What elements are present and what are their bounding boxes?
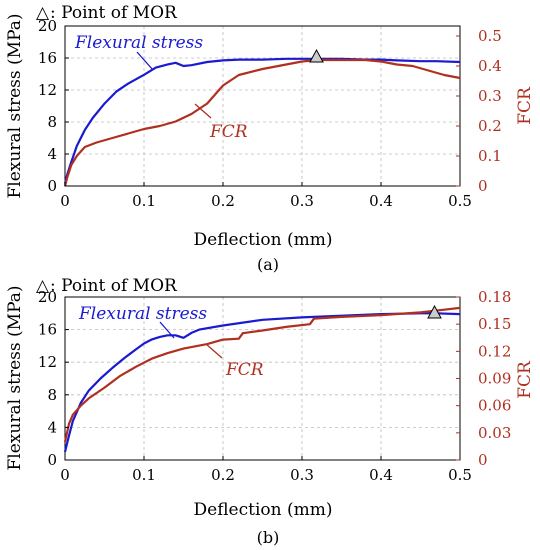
x-tick-label: 0.4 [369, 192, 393, 210]
y-tick-label-left: 4 [47, 145, 57, 163]
series-layer-b [63, 306, 461, 453]
x-ticks-a: 0 0.1 0.2 0.3 0.4 0.5 [60, 182, 472, 210]
y-tick-label-right: 0.1 [478, 147, 502, 165]
y-ticks-right-b: 0 0.03 0.06 0.09 0.12 0.15 0.18 [456, 288, 511, 469]
y-tick-label-right: 0.3 [478, 87, 502, 105]
y-tick-label-right: 0.12 [478, 342, 511, 360]
annotation-text-a: : Point of MOR [50, 3, 178, 23]
x-tick-label: 0.5 [448, 192, 472, 210]
series-line-flexural-stress [63, 57, 461, 184]
annotation-text-b: : Point of MOR [50, 276, 178, 296]
caption-b: (b) [257, 528, 280, 547]
series-line-flexural-stress [63, 312, 461, 453]
y-tick-label-left: 8 [47, 113, 57, 131]
annotation-symbol-b: △ [36, 276, 50, 296]
y-tick-label-left: 12 [38, 353, 57, 371]
pointer-arrow-flexural-a [136, 51, 154, 71]
x-ticks-b: 0 0.1 0.2 0.3 0.4 0.5 [60, 456, 472, 484]
y-tick-label-right: 0.2 [478, 117, 502, 135]
y-tick-label-left: 16 [38, 49, 57, 67]
x-tick-label: 0.1 [132, 192, 156, 210]
y-tick-label-left: 20 [38, 17, 57, 35]
series-label-flexural-stress-b: Flexural stress [78, 304, 207, 324]
y-axis-label-right-a: FCR [515, 86, 535, 125]
x-tick-label: 0.5 [448, 466, 472, 484]
y-tick-label-right: 0.09 [478, 370, 511, 388]
y-axis-label-left-a: Flexural stress (MPa) [5, 13, 25, 198]
y-tick-label-left: 0 [47, 177, 57, 195]
x-tick-label: 0 [60, 192, 70, 210]
y-tick-label-right: 0.15 [478, 315, 511, 333]
y-axis-label-right-b: FCR [515, 360, 535, 399]
x-tick-label: 0.2 [211, 466, 235, 484]
mor-marker-b [427, 304, 442, 319]
caption-a: (a) [257, 255, 279, 274]
x-tick-label: 0.3 [290, 192, 314, 210]
y-ticks-right-a: 0 0.1 0.2 0.3 0.4 0.5 [456, 27, 502, 195]
x-tick-label: 0.4 [369, 466, 393, 484]
grid-lines-a [65, 26, 460, 186]
x-axis-label-b: Deflection (mm) [194, 500, 333, 520]
x-tick-label: 0.1 [132, 466, 156, 484]
y-tick-label-left: 8 [47, 386, 57, 404]
series-label-fcr-a: FCR [209, 122, 248, 142]
panel-b: 0 0.1 0.2 0.3 0.4 0.5 0 4 8 12 16 20 0 0.03 0.06 0.09… [5, 276, 535, 547]
y-tick-label-left: 16 [38, 321, 57, 339]
y-tick-label-right: 0 [478, 177, 488, 195]
y-tick-label-right: 0.18 [478, 288, 511, 306]
y-tick-label-left: 12 [38, 81, 57, 99]
mor-marker-a [309, 48, 324, 63]
series-layer-a [63, 57, 461, 187]
y-ticks-left-a: 0 4 8 12 16 20 [38, 17, 69, 195]
series-line-fcr [63, 58, 461, 187]
pointer-arrow-flexural-b [159, 321, 175, 339]
y-tick-label-right: 0 [478, 451, 488, 469]
y-tick-label-left: 4 [47, 418, 57, 436]
y-tick-label-right: 0.4 [478, 57, 502, 75]
y-tick-label-right: 0.06 [478, 397, 511, 415]
annotation-symbol-a: △ [36, 3, 50, 23]
y-tick-label-right: 0.5 [478, 27, 502, 45]
x-tick-label: 0.3 [290, 466, 314, 484]
series-label-fcr-b: FCR [225, 360, 264, 380]
y-axis-label-left-b: Flexural stress (MPa) [5, 285, 25, 470]
series-line-fcr [63, 306, 461, 443]
pointer-arrow-fcr-b [205, 343, 223, 359]
x-tick-label: 0.2 [211, 192, 235, 210]
panel-a: 0 0.1 0.2 0.3 0.4 0.5 0 4 8 12 16 20 0 0.1 0.2 0.3 0.4… [5, 3, 535, 274]
y-tick-label-right: 0.03 [478, 424, 511, 442]
x-tick-label: 0 [60, 466, 70, 484]
y-ticks-left-b: 0 4 8 12 16 20 [38, 288, 69, 469]
pointer-arrow-fcr-a [194, 103, 212, 119]
y-tick-label-left: 20 [38, 288, 57, 306]
series-label-flexural-stress-a: Flexural stress [74, 33, 203, 53]
plot-frame-a [64, 25, 461, 187]
x-axis-label-a: Deflection (mm) [194, 230, 333, 250]
y-tick-label-left: 0 [47, 451, 57, 469]
